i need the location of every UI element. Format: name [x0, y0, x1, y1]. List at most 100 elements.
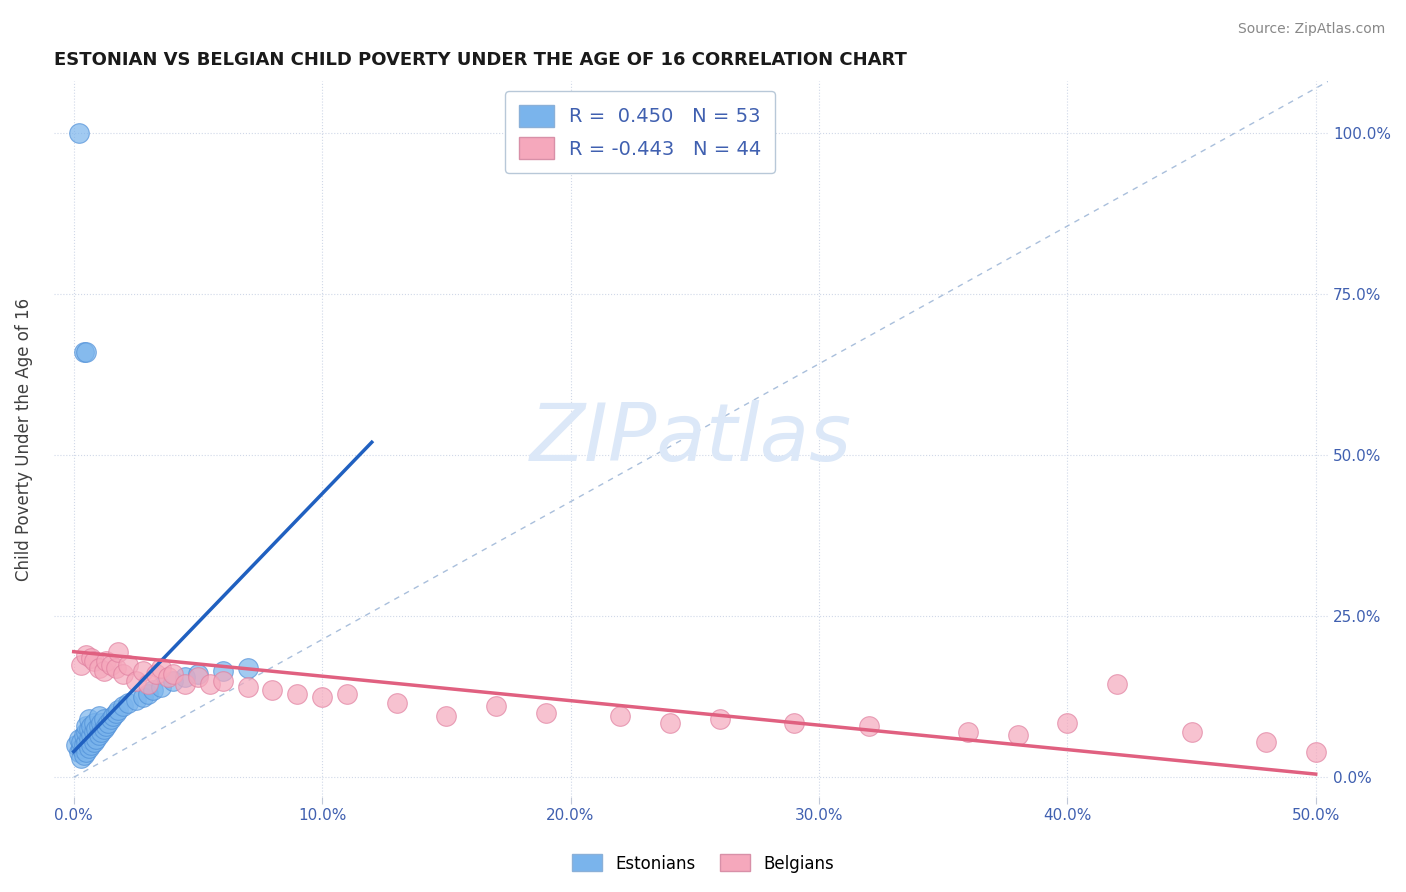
Legend: R =  0.450   N = 53, R = -0.443   N = 44: R = 0.450 N = 53, R = -0.443 N = 44	[505, 91, 775, 173]
Point	[658, 715, 681, 730]
Point	[107, 703, 129, 717]
Point	[77, 741, 100, 756]
Point	[236, 680, 259, 694]
Point	[94, 719, 117, 733]
Point	[104, 706, 127, 720]
Point	[132, 664, 155, 678]
Point	[77, 722, 100, 736]
Point	[80, 719, 103, 733]
Point	[174, 670, 197, 684]
Point	[1180, 725, 1202, 739]
Point	[149, 661, 172, 675]
Point	[70, 735, 93, 749]
Point	[65, 738, 87, 752]
Point	[162, 673, 184, 688]
Point	[1056, 715, 1078, 730]
Point	[485, 699, 508, 714]
Point	[100, 657, 122, 672]
Point	[67, 126, 90, 140]
Point	[783, 715, 806, 730]
Point	[149, 680, 172, 694]
Point	[132, 690, 155, 704]
Point	[93, 664, 115, 678]
Point	[90, 715, 112, 730]
Point	[75, 735, 97, 749]
Point	[90, 725, 112, 739]
Point	[75, 648, 97, 662]
Point	[200, 677, 222, 691]
Point	[211, 664, 233, 678]
Point	[336, 687, 359, 701]
Point	[84, 722, 107, 736]
Point	[77, 712, 100, 726]
Point	[70, 657, 93, 672]
Point	[117, 657, 139, 672]
Point	[285, 687, 308, 701]
Point	[70, 751, 93, 765]
Point	[609, 709, 631, 723]
Point	[187, 670, 209, 684]
Point	[145, 667, 167, 681]
Legend: Estonians, Belgians: Estonians, Belgians	[565, 847, 841, 880]
Point	[80, 728, 103, 742]
Point	[83, 654, 105, 668]
Point	[87, 728, 110, 742]
Point	[211, 673, 233, 688]
Point	[93, 712, 115, 726]
Point	[534, 706, 557, 720]
Point	[97, 715, 120, 730]
Point	[262, 683, 284, 698]
Point	[434, 709, 457, 723]
Point	[136, 677, 159, 691]
Point	[94, 654, 117, 668]
Point	[157, 670, 180, 684]
Point	[84, 731, 107, 746]
Point	[87, 719, 110, 733]
Point	[100, 712, 122, 726]
Point	[87, 661, 110, 675]
Point	[83, 725, 105, 739]
Point	[956, 725, 979, 739]
Point	[858, 719, 880, 733]
Point	[104, 661, 127, 675]
Point	[75, 725, 97, 739]
Point	[70, 741, 93, 756]
Text: ZIPatlas: ZIPatlas	[530, 400, 852, 478]
Text: Source: ZipAtlas.com: Source: ZipAtlas.com	[1237, 22, 1385, 37]
Point	[112, 667, 135, 681]
Point	[72, 345, 94, 359]
Point	[1105, 677, 1128, 691]
Point	[709, 712, 731, 726]
Point	[112, 699, 135, 714]
Point	[103, 709, 125, 723]
Point	[72, 738, 94, 752]
Point	[187, 667, 209, 681]
Point	[75, 745, 97, 759]
Point	[75, 345, 97, 359]
Point	[1007, 728, 1029, 742]
Point	[75, 719, 97, 733]
Point	[72, 728, 94, 742]
Point	[1254, 735, 1277, 749]
Point	[174, 677, 197, 691]
Point	[136, 687, 159, 701]
Point	[311, 690, 333, 704]
Point	[77, 731, 100, 746]
Point	[87, 709, 110, 723]
Point	[83, 735, 105, 749]
Point	[72, 747, 94, 762]
Point	[142, 683, 165, 698]
Point	[236, 661, 259, 675]
Point	[125, 673, 148, 688]
Point	[1305, 745, 1327, 759]
Point	[80, 738, 103, 752]
Point	[83, 715, 105, 730]
Point	[93, 722, 115, 736]
Point	[117, 696, 139, 710]
Point	[125, 693, 148, 707]
Point	[67, 731, 90, 746]
Text: ESTONIAN VS BELGIAN CHILD POVERTY UNDER THE AGE OF 16 CORRELATION CHART: ESTONIAN VS BELGIAN CHILD POVERTY UNDER …	[53, 51, 907, 69]
Point	[80, 651, 103, 665]
Point	[107, 645, 129, 659]
Point	[385, 696, 408, 710]
